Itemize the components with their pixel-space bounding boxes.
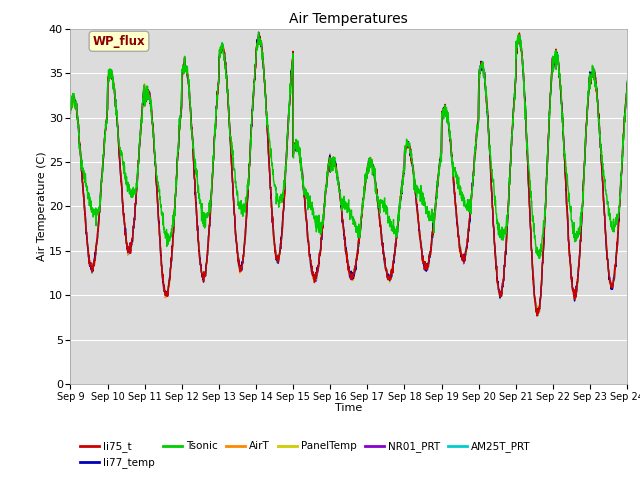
Legend: li75_t, li77_temp, Tsonic, AirT, PanelTemp, NR01_PRT, AM25T_PRT: li75_t, li77_temp, Tsonic, AirT, PanelTe… (76, 437, 535, 472)
Title: Air Temperatures: Air Temperatures (289, 12, 408, 26)
X-axis label: Time: Time (335, 403, 362, 413)
Text: WP_flux: WP_flux (93, 35, 145, 48)
Y-axis label: Air Temperature (C): Air Temperature (C) (37, 152, 47, 261)
